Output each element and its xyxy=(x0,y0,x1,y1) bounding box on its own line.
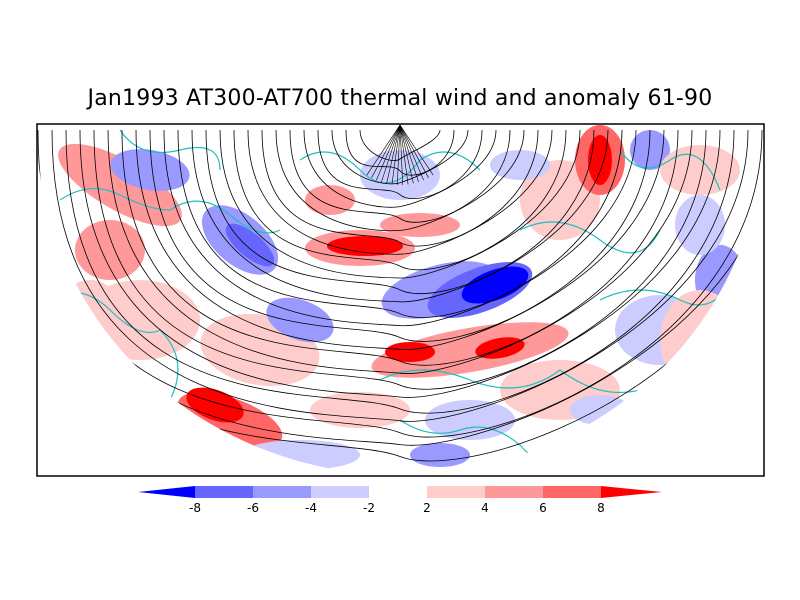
streamline xyxy=(121,129,679,366)
anomaly-patch xyxy=(186,387,244,423)
colorbar-arrow-left xyxy=(138,486,195,498)
colorbar-box xyxy=(543,486,601,498)
coastline xyxy=(619,149,721,191)
anomaly-patch xyxy=(570,395,630,425)
streamline xyxy=(79,129,721,398)
colorbar-tick-label: 6 xyxy=(539,501,547,515)
streamline xyxy=(345,129,455,176)
anomaly-patch xyxy=(385,342,435,362)
anomaly-patch xyxy=(410,443,470,467)
colorbar: -8 -6 -4 -2 2 4 6 8 xyxy=(138,486,662,515)
streamline xyxy=(371,124,401,178)
streamline xyxy=(399,124,429,178)
colorbar-tick-label: 2 xyxy=(423,501,431,515)
anomaly-patch xyxy=(675,195,725,255)
anomaly-patch xyxy=(240,440,360,470)
streamline xyxy=(289,129,511,223)
coastlines xyxy=(39,129,741,464)
anomaly-patch xyxy=(58,143,182,227)
anomaly-patch xyxy=(225,223,275,267)
colorbar-tick-label: -2 xyxy=(363,501,375,515)
map-frame xyxy=(36,123,765,477)
streamline xyxy=(376,124,401,181)
streamline xyxy=(233,129,567,271)
coastline xyxy=(299,151,481,184)
colorbar-box xyxy=(195,486,253,498)
streamline xyxy=(247,129,553,255)
anomaly-patch xyxy=(425,400,515,440)
map-title: Jan1993 AT300-AT700 thermal wind and ano… xyxy=(87,86,713,111)
streamline xyxy=(399,124,414,184)
anomaly-patch xyxy=(660,145,740,195)
streamline xyxy=(331,129,469,185)
anomaly-patch xyxy=(490,150,550,180)
colorbar-box xyxy=(369,486,427,498)
anomaly-patch xyxy=(60,280,120,340)
streamline xyxy=(65,129,735,414)
colorbar-tick-label: 8 xyxy=(597,501,605,515)
streamline xyxy=(219,129,581,279)
anomaly-patch xyxy=(461,266,529,304)
thermal-wind-streamlines xyxy=(37,124,764,462)
anomaly-patch xyxy=(360,150,440,200)
coastline xyxy=(59,187,281,234)
streamline xyxy=(149,129,651,342)
streamline xyxy=(191,129,609,303)
colorbar-box xyxy=(427,486,485,498)
streamline xyxy=(135,129,665,350)
anomaly-patch xyxy=(110,149,190,191)
anomaly-patch xyxy=(630,130,670,170)
colorbar-box xyxy=(485,486,543,498)
coastline xyxy=(119,129,221,171)
map-content xyxy=(37,124,764,476)
anomaly-patch xyxy=(75,220,145,280)
colorbar-tick-label: -8 xyxy=(189,501,201,515)
anomaly-patch xyxy=(588,135,612,185)
streamline xyxy=(399,124,419,183)
colorbar-tick-label: -6 xyxy=(247,501,259,515)
streamline xyxy=(397,124,401,185)
colorbar-box xyxy=(253,486,311,498)
streamline xyxy=(399,124,409,185)
streamline xyxy=(93,129,707,390)
streamline xyxy=(317,129,483,199)
streamline xyxy=(177,129,623,318)
streamline xyxy=(386,124,401,184)
colorbar-arrow-right xyxy=(601,486,662,498)
streamline xyxy=(51,129,749,422)
anomaly-patch xyxy=(371,322,569,378)
streamline xyxy=(391,124,401,185)
colorbar-box xyxy=(311,486,369,498)
anomaly-patch xyxy=(305,185,355,215)
colorbar-tick-label: -4 xyxy=(305,501,317,515)
streamline xyxy=(381,124,401,183)
streamline xyxy=(399,124,403,185)
anomaly-patch xyxy=(380,213,460,237)
streamline xyxy=(399,124,424,181)
streamline xyxy=(205,129,595,294)
streamline xyxy=(399,124,434,176)
streamline xyxy=(163,129,637,327)
colorbar-tick-label: 4 xyxy=(481,501,489,515)
streamline xyxy=(359,129,441,161)
anomaly-patch xyxy=(327,236,403,256)
streamline xyxy=(366,124,401,176)
streamline xyxy=(107,129,693,374)
streamline xyxy=(261,129,539,247)
streamline xyxy=(303,129,497,208)
